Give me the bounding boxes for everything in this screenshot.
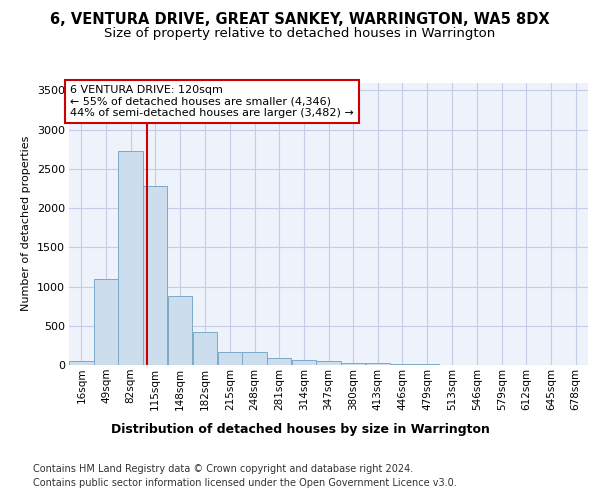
- Bar: [267, 358, 292, 365]
- Bar: [415, 364, 439, 365]
- Bar: [218, 352, 242, 365]
- Bar: [341, 362, 365, 365]
- Y-axis label: Number of detached properties: Number of detached properties: [21, 136, 31, 312]
- Text: Size of property relative to detached houses in Warrington: Size of property relative to detached ho…: [104, 28, 496, 40]
- Bar: [167, 296, 192, 365]
- Text: 6 VENTURA DRIVE: 120sqm
← 55% of detached houses are smaller (4,346)
44% of semi: 6 VENTURA DRIVE: 120sqm ← 55% of detache…: [70, 85, 354, 118]
- Text: Distribution of detached houses by size in Warrington: Distribution of detached houses by size …: [110, 422, 490, 436]
- Bar: [69, 360, 94, 365]
- Bar: [390, 364, 415, 365]
- Bar: [316, 361, 341, 365]
- Bar: [292, 360, 316, 365]
- Text: Contains public sector information licensed under the Open Government Licence v3: Contains public sector information licen…: [33, 478, 457, 488]
- Bar: [365, 363, 390, 365]
- Text: Contains HM Land Registry data © Crown copyright and database right 2024.: Contains HM Land Registry data © Crown c…: [33, 464, 413, 474]
- Bar: [118, 151, 143, 365]
- Bar: [242, 352, 267, 365]
- Bar: [94, 278, 118, 365]
- Text: 6, VENTURA DRIVE, GREAT SANKEY, WARRINGTON, WA5 8DX: 6, VENTURA DRIVE, GREAT SANKEY, WARRINGT…: [50, 12, 550, 28]
- Bar: [143, 186, 167, 365]
- Bar: [193, 332, 217, 365]
